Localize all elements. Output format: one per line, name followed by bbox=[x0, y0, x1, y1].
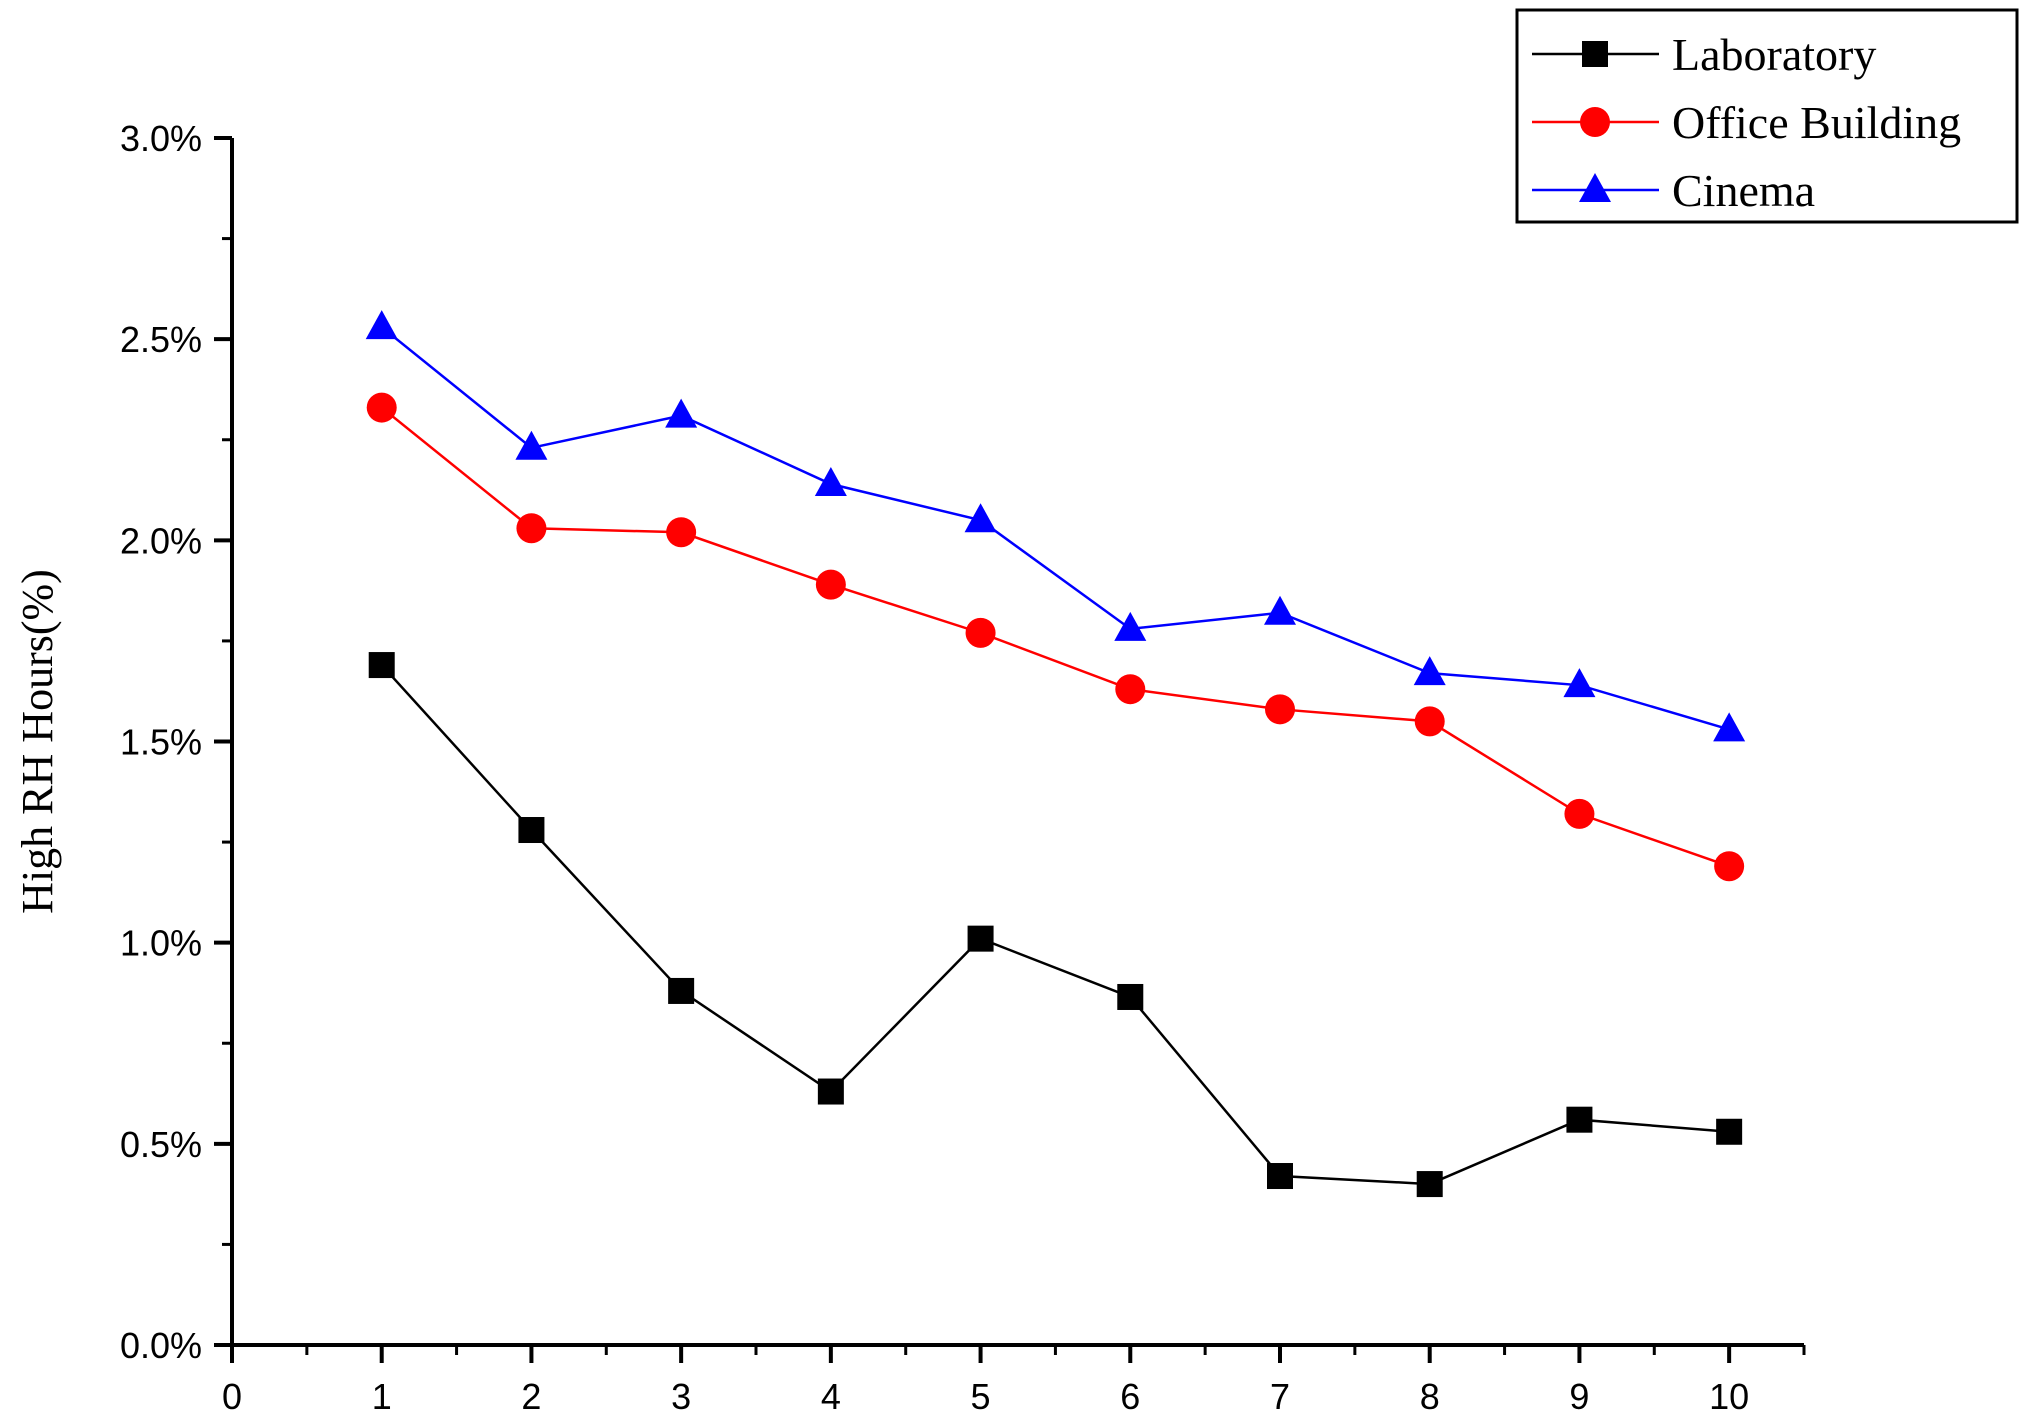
data-point bbox=[1413, 656, 1446, 686]
data-point bbox=[965, 617, 996, 648]
series-cinema bbox=[365, 310, 1746, 742]
series-line bbox=[380, 664, 1730, 1186]
data-point bbox=[815, 569, 846, 600]
data-point bbox=[515, 430, 548, 460]
data-point bbox=[1267, 1163, 1293, 1190]
data-point bbox=[1714, 851, 1745, 882]
x-tick-label: 2 bbox=[521, 1376, 541, 1417]
data-point bbox=[967, 925, 994, 952]
x-tick-label: 5 bbox=[971, 1376, 991, 1417]
data-point bbox=[1563, 668, 1596, 698]
data-point bbox=[814, 467, 847, 497]
legend: Laboratory Office Building Cinema bbox=[1515, 8, 2019, 224]
data-point bbox=[368, 652, 395, 679]
legend-marker bbox=[1580, 107, 1610, 137]
x-tick-label: 1 bbox=[372, 1376, 392, 1417]
legend-label: Laboratory bbox=[1672, 29, 1876, 80]
data-point bbox=[1264, 595, 1296, 625]
data-point bbox=[666, 517, 697, 548]
data-point bbox=[964, 503, 997, 533]
data-point bbox=[366, 392, 397, 423]
x-tick-label: 6 bbox=[1120, 1376, 1140, 1417]
x-tick-label: 8 bbox=[1420, 1376, 1440, 1417]
series-laboratory bbox=[368, 652, 1743, 1198]
legend-marker bbox=[1582, 41, 1608, 67]
y-tick-label: 2.5% bbox=[120, 319, 202, 360]
series-office-building bbox=[366, 392, 1745, 882]
data-point bbox=[1414, 706, 1445, 737]
legend-label: Office Building bbox=[1672, 97, 1961, 148]
x-tick-label: 9 bbox=[1569, 1376, 1589, 1417]
legend-label: Cinema bbox=[1672, 165, 1815, 216]
data-point bbox=[1117, 983, 1144, 1010]
data-point bbox=[518, 817, 545, 844]
axes: 0.0% 0.5% 1.0% 1.5% 2.0% 2.5% 3.0% 0 1 2 3 4 5 6 7 8 9 10… bbox=[13, 118, 1806, 1417]
data-point bbox=[668, 977, 695, 1004]
legend-item: Office Building bbox=[1532, 97, 1961, 148]
series-line bbox=[380, 326, 1730, 731]
legend-item: Laboratory bbox=[1532, 29, 1876, 80]
y-tick-label: 1.5% bbox=[120, 722, 202, 763]
data-point bbox=[1114, 611, 1147, 641]
data-point bbox=[665, 398, 698, 428]
y-tick-label: 3.0% bbox=[120, 118, 202, 159]
data-point bbox=[1416, 1171, 1443, 1198]
data-point bbox=[516, 513, 547, 544]
x-tick-label: 4 bbox=[821, 1376, 841, 1417]
data-point bbox=[1265, 694, 1295, 725]
y-tick-label: 2.0% bbox=[120, 520, 202, 561]
x-tick-label: 7 bbox=[1270, 1376, 1290, 1417]
data-point bbox=[1713, 712, 1746, 742]
x-tick-label: 0 bbox=[222, 1376, 242, 1417]
data-point bbox=[1566, 1106, 1593, 1133]
legend-item: Cinema bbox=[1532, 165, 1815, 216]
data-point bbox=[1716, 1118, 1743, 1145]
series-line bbox=[380, 406, 1730, 868]
y-axis-title: High RH Hours(%) bbox=[13, 569, 62, 914]
y-tick-label: 0.0% bbox=[120, 1325, 202, 1366]
data-point bbox=[365, 310, 398, 340]
x-tick-label: 10 bbox=[1709, 1376, 1749, 1417]
legend-marker bbox=[1579, 173, 1611, 202]
x-tick-label: 3 bbox=[671, 1376, 691, 1417]
y-tick-label: 0.5% bbox=[120, 1124, 202, 1165]
data-point bbox=[1564, 798, 1595, 829]
data-point bbox=[1115, 674, 1146, 705]
series-layer bbox=[365, 310, 1746, 1198]
data-point bbox=[817, 1078, 844, 1105]
y-tick-label: 1.0% bbox=[120, 923, 202, 964]
